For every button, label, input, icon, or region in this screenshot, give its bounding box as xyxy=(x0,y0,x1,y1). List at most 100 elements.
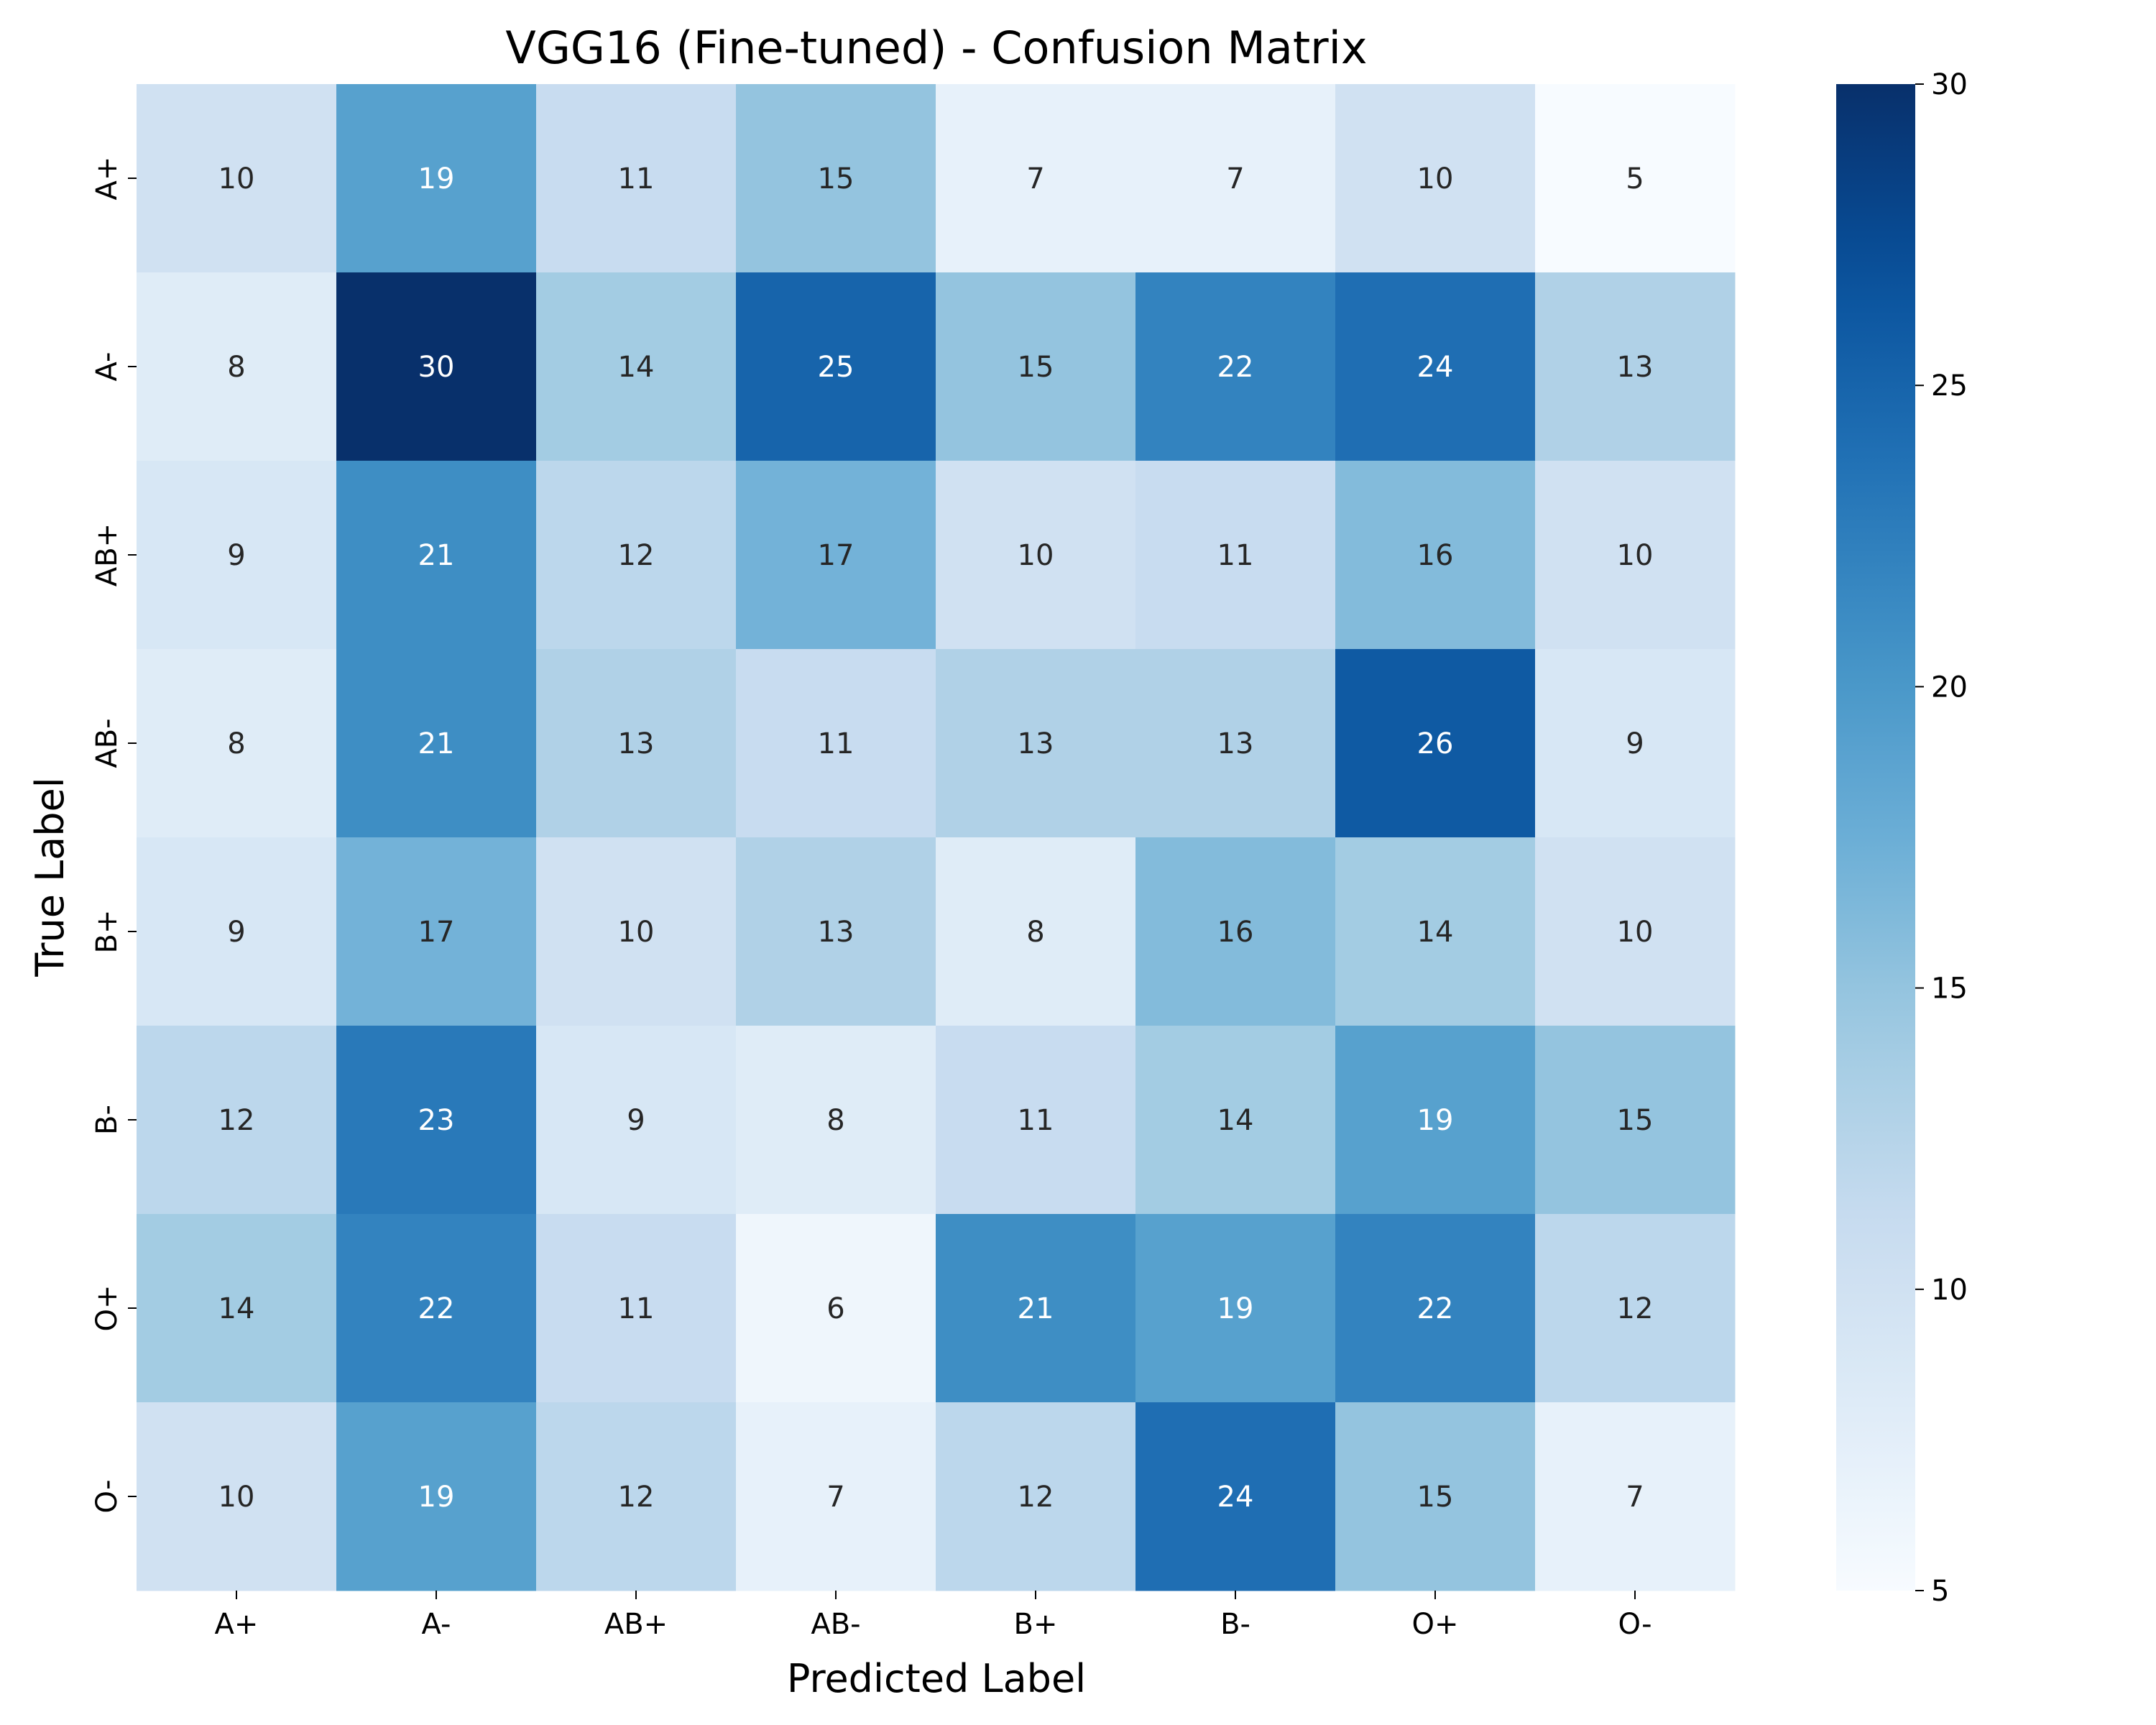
y-tick-label: O- xyxy=(91,1479,124,1513)
cell-value-label: 24 xyxy=(1417,351,1454,384)
heatmap-cell xyxy=(1335,649,1536,838)
colorbar-gradient xyxy=(1836,84,1915,1591)
cell-value-label: 9 xyxy=(1626,727,1644,760)
colorbar-tick-label: 20 xyxy=(1931,671,1968,704)
cell-value-label: 25 xyxy=(818,351,854,384)
cell-value-label: 22 xyxy=(1417,1292,1454,1325)
heatmap-cell xyxy=(1135,272,1336,461)
cell-value-label: 15 xyxy=(1617,1104,1654,1137)
cell-value-label: 15 xyxy=(1018,351,1054,384)
cell-value-label: 11 xyxy=(1018,1104,1054,1137)
cell-value-label: 7 xyxy=(1626,1481,1644,1514)
heatmap-cell xyxy=(336,837,537,1026)
heatmap-cell xyxy=(1535,1214,1736,1403)
y-axis-label: True Label xyxy=(27,777,73,978)
cell-value-label: 10 xyxy=(1617,539,1654,572)
heatmap-cell xyxy=(536,649,737,838)
y-axis: A+ A- AB+ AB- B+ B- O+ O- xyxy=(91,157,137,1514)
x-tick-label: O+ xyxy=(1412,1608,1459,1641)
colorbar: 5 10 15 20 25 30 xyxy=(1836,68,1968,1608)
heatmap-cell xyxy=(1535,1026,1736,1215)
heatmap-cell xyxy=(536,837,737,1026)
cell-value-label: 14 xyxy=(618,351,655,384)
heatmap-cell xyxy=(336,84,537,273)
cell-value-label: 7 xyxy=(1226,162,1244,196)
x-axis: A+ A- AB+ AB- B+ B- O+ O- xyxy=(215,1591,1652,1641)
heatmap-cell xyxy=(1335,1214,1536,1403)
heatmap-cell xyxy=(1335,84,1536,273)
colorbar-tick-label: 10 xyxy=(1931,1274,1968,1307)
heatmap-cell xyxy=(137,461,337,650)
cell-value-label: 14 xyxy=(218,1292,255,1325)
heatmap-cell xyxy=(336,1402,537,1591)
cell-value-label: 19 xyxy=(1217,1292,1254,1325)
cell-value-label: 12 xyxy=(618,1481,655,1514)
cell-value-label: 26 xyxy=(1417,727,1454,760)
heatmap-cell xyxy=(336,461,537,650)
heatmap-cell xyxy=(1135,1026,1336,1215)
cell-value-label: 7 xyxy=(826,1481,844,1514)
heatmap-cell xyxy=(736,1402,936,1591)
cell-value-label: 19 xyxy=(418,162,455,196)
y-tick-label: A- xyxy=(91,352,124,382)
x-tick-label: AB+ xyxy=(604,1608,668,1641)
heatmap-cell xyxy=(936,649,1136,838)
cell-value-label: 5 xyxy=(1626,162,1644,196)
heatmap-cell xyxy=(536,84,737,273)
y-tick-label: A+ xyxy=(91,157,124,201)
x-tick-label: O- xyxy=(1618,1608,1651,1641)
colorbar-tick-label: 5 xyxy=(1931,1575,1949,1608)
cell-value-label: 22 xyxy=(1217,351,1254,384)
cell-value-label: 9 xyxy=(627,1104,645,1137)
heatmap-cell xyxy=(736,84,936,273)
heatmap-cells xyxy=(137,84,1736,1591)
cell-value-label: 13 xyxy=(1018,727,1054,760)
heatmap-cell xyxy=(736,272,936,461)
x-axis-label: Predicted Label xyxy=(787,1656,1086,1701)
cell-value-label: 10 xyxy=(1018,539,1054,572)
cell-value-label: 13 xyxy=(1617,351,1654,384)
cell-value-label: 13 xyxy=(818,916,854,949)
heatmap-cell xyxy=(1535,461,1736,650)
heatmap-cell xyxy=(1135,84,1336,273)
cell-value-label: 12 xyxy=(218,1104,255,1137)
heatmap-cell xyxy=(536,461,737,650)
cell-value-label: 23 xyxy=(418,1104,455,1137)
heatmap-cell xyxy=(336,649,537,838)
cell-value-label: 10 xyxy=(218,1481,255,1514)
heatmap-cell xyxy=(1335,1402,1536,1591)
cell-value-label: 8 xyxy=(826,1104,844,1137)
cell-value-label: 9 xyxy=(227,539,245,572)
cell-value-label: 11 xyxy=(818,727,854,760)
heatmap-cell xyxy=(1535,1402,1736,1591)
colorbar-tick-label: 25 xyxy=(1931,369,1968,402)
heatmap-cell xyxy=(936,1214,1136,1403)
heatmap-cell xyxy=(1335,272,1536,461)
heatmap-cell xyxy=(137,649,337,838)
cell-value-label: 13 xyxy=(1217,727,1254,760)
x-tick-label: A- xyxy=(422,1608,451,1641)
heatmap-cell xyxy=(736,649,936,838)
cell-value-label: 30 xyxy=(418,351,455,384)
heatmap-cell xyxy=(137,1214,337,1403)
cell-value-label: 12 xyxy=(1018,1481,1054,1514)
heatmap-cell xyxy=(936,84,1136,273)
heatmap-cell xyxy=(936,1402,1136,1591)
heatmap-cell xyxy=(1535,84,1736,273)
cell-value-label: 21 xyxy=(418,539,455,572)
heatmap-cell xyxy=(736,1214,936,1403)
heatmap-cell xyxy=(137,837,337,1026)
cell-value-label: 11 xyxy=(618,1292,655,1325)
heatmap-cell xyxy=(1535,837,1736,1026)
heatmap-cell-labels: 10 19 11 15 7 7 10 5 8 30 14 25 15 22 24 13 9 21 12 17 10 11 1… xyxy=(218,162,1654,1514)
cell-value-label: 10 xyxy=(1417,162,1454,196)
x-tick-label: A+ xyxy=(215,1608,259,1641)
heatmap-cell xyxy=(1335,837,1536,1026)
heatmap-cell xyxy=(336,1026,537,1215)
heatmap-cell xyxy=(736,837,936,1026)
cell-value-label: 21 xyxy=(1018,1292,1054,1325)
cell-value-label: 15 xyxy=(1417,1481,1454,1514)
cell-value-label: 10 xyxy=(618,916,655,949)
cell-value-label: 16 xyxy=(1217,916,1254,949)
